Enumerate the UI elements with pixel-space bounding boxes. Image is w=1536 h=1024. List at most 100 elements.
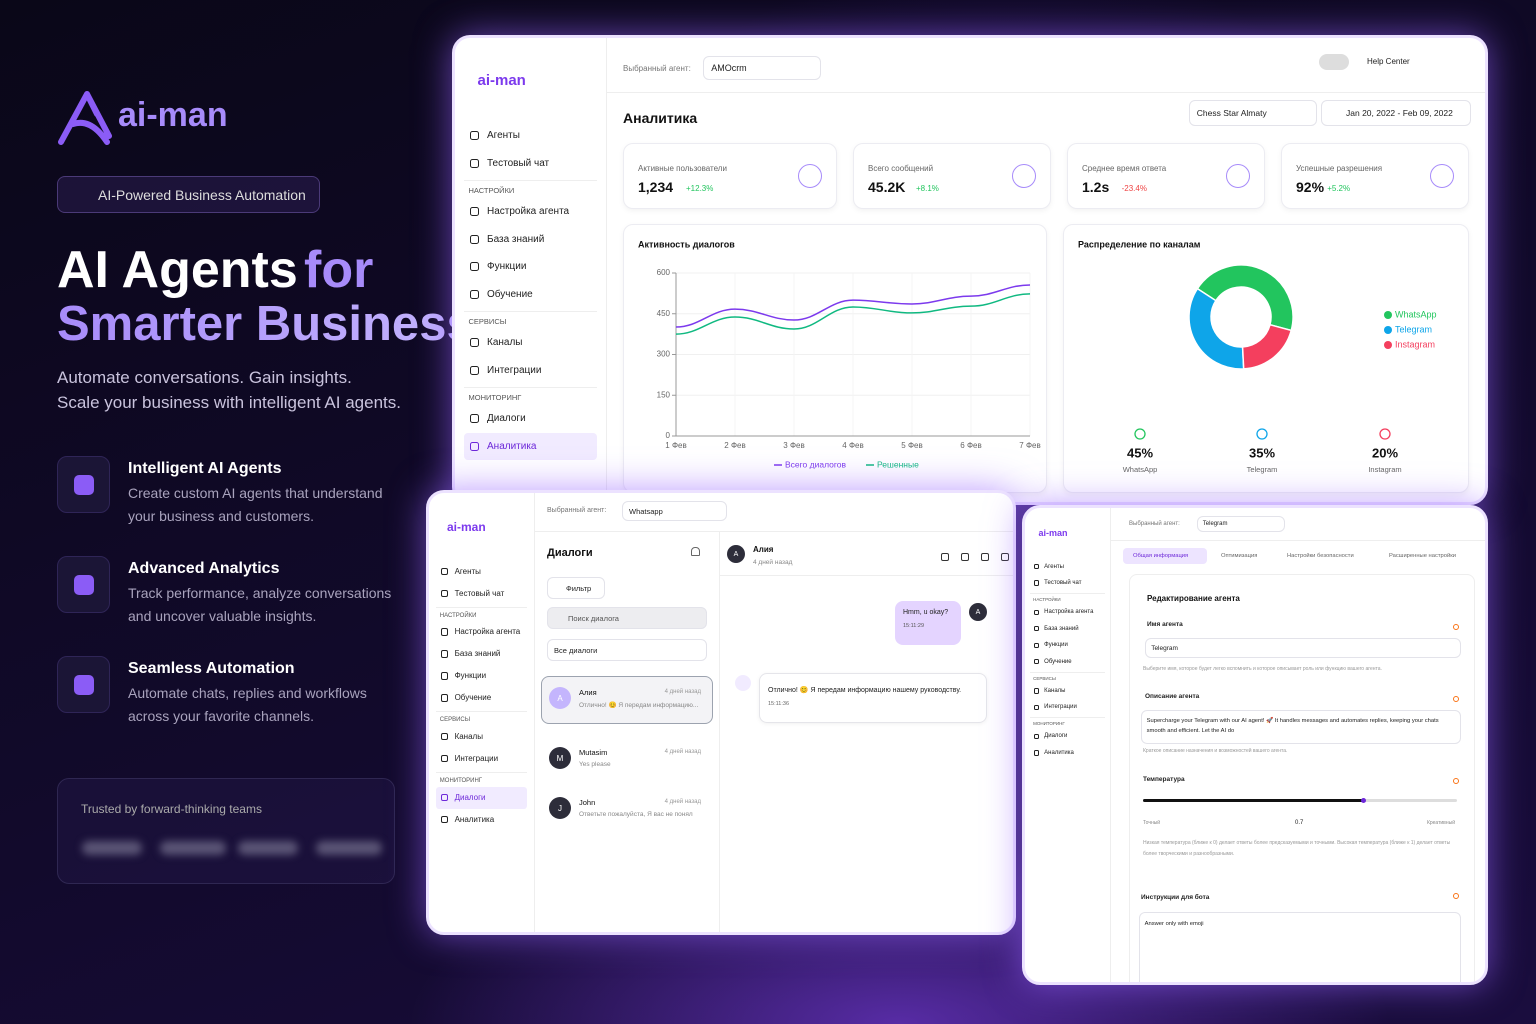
nav-item[interactable]: Функции (1030, 637, 1104, 654)
legend-label: Telegram (1395, 324, 1432, 334)
nav-item[interactable]: Аналитика (464, 432, 597, 460)
slider-thumb[interactable] (1360, 798, 1366, 803)
chart-title: Активность диалогов (638, 239, 735, 249)
tab[interactable]: Оптимизация (1221, 553, 1258, 559)
agent-select[interactable]: Telegram (1197, 516, 1285, 532)
pie-slice (1241, 323, 1293, 370)
field-hint: Краткое описание назначения и возможност… (1143, 748, 1288, 754)
nav-item[interactable]: Агенты (464, 122, 597, 150)
tab[interactable]: Общая информация (1123, 548, 1207, 564)
slider-fill (1143, 799, 1363, 802)
nav-item[interactable]: Тестовый чат (1030, 575, 1104, 592)
nav-item[interactable]: Диалоги (464, 405, 597, 433)
sidebar: ai-man Агенты Тестовый чат НАСТРОЙКИ Настрой… (429, 493, 535, 932)
filter-select[interactable]: Chess Star Almaty (1189, 100, 1317, 126)
x-tick-label: 1 Фев (665, 441, 686, 450)
nav-item[interactable]: Интеграции (436, 748, 527, 770)
channel-icon (1134, 428, 1146, 440)
instructions-input[interactable]: Answer only with emoji (1139, 912, 1461, 982)
nav-group-label: СЕРВИСЫ (1030, 671, 1105, 683)
feature-text: and uncover valuable insights. (128, 608, 317, 624)
nav-item[interactable]: Тестовый чат (436, 582, 527, 604)
nav-item[interactable]: Диалоги (436, 786, 527, 809)
date-range[interactable]: Jan 20, 2022 - Feb 09, 2022 (1321, 100, 1471, 126)
tab[interactable]: Расширенные настройки (1389, 553, 1456, 559)
agent-select[interactable]: AMOcrm (703, 56, 821, 80)
channel-name: Telegram (1247, 465, 1278, 474)
sidebar-logo: ai-man (477, 71, 526, 89)
nav-item[interactable]: Тестовый чат (464, 150, 597, 178)
nav-icon (440, 650, 449, 658)
nav-item[interactable]: Настройка агента (436, 621, 527, 643)
trusted-box: Trusted by forward-thinking teams (57, 778, 395, 884)
nav-label: Настройка агента (487, 206, 570, 218)
search-input[interactable]: Поиск диалога (547, 607, 707, 629)
y-tick-label: 150 (657, 390, 671, 399)
stat-change: +5.2% (1327, 184, 1351, 193)
nav-item[interactable]: Аналитика (1030, 745, 1104, 762)
name-input[interactable]: Telegram (1145, 638, 1461, 658)
feature-text: across your favorite channels. (128, 708, 314, 724)
conversation-time: 4 дней назад (664, 799, 701, 805)
nav-icon (470, 131, 479, 141)
nav-label: База знаний (454, 649, 501, 659)
nav-item[interactable]: Настройка агента (1030, 604, 1104, 621)
nav-item[interactable]: База знаний (436, 643, 527, 665)
nav-item[interactable]: Настройка агента (464, 198, 597, 226)
legend-label: Всего диалогов (785, 459, 847, 469)
chart-card: Активность диалогов 0 150 300 450 600 1 Фев 2 Ф… (623, 224, 1047, 493)
nav-label: Функции (454, 671, 487, 681)
theme-toggle[interactable] (1319, 54, 1349, 70)
chat-action[interactable] (941, 553, 949, 561)
nav-item[interactable]: Каналы (1030, 683, 1104, 700)
feature-icon (57, 456, 110, 513)
nav-item[interactable]: Функции (436, 665, 527, 687)
stat-change: +8.1% (916, 184, 939, 193)
nav-label: Агенты (1044, 563, 1064, 570)
dialogs-select[interactable]: Все диалоги (547, 639, 707, 661)
help-center[interactable]: Help Center (1367, 57, 1410, 66)
nav-icon (470, 414, 479, 424)
nav-item[interactable]: Агенты (1030, 558, 1104, 575)
bell-icon[interactable] (691, 547, 700, 556)
filter-button[interactable]: Фильтр (547, 577, 605, 599)
nav-item[interactable]: База знаний (1030, 620, 1104, 637)
header-divider (535, 531, 1013, 532)
nav-item[interactable]: Обучение (1030, 653, 1104, 670)
chat-action[interactable] (1001, 553, 1009, 561)
stat-value: 1,234 (638, 179, 674, 195)
nav-item[interactable]: Аналитика (436, 809, 527, 831)
nav-label: Каналы (487, 337, 523, 349)
message-bubble-bot: Отлично! 😊 Я передам информацию нашему р… (759, 673, 987, 723)
avatar: A (969, 603, 987, 621)
nav-item[interactable]: Интеграции (1030, 699, 1104, 716)
description-input[interactable]: Supercharge your Telegram with our AI ag… (1141, 710, 1461, 744)
nav-item[interactable]: Диалоги (1030, 728, 1104, 745)
feature-title: Advanced Analytics (128, 560, 280, 577)
nav-icon (440, 694, 449, 702)
nav-label: Аналитика (454, 815, 495, 825)
nav-item[interactable]: Обучение (464, 281, 597, 309)
nav-label: Диалоги (487, 413, 526, 425)
nav-label: База знаний (1044, 625, 1079, 632)
nav-item[interactable]: Каналы (436, 726, 527, 748)
nav-item[interactable]: Каналы (464, 329, 597, 357)
stat-change: +12.3% (686, 184, 714, 193)
nav-label: Тестовый чат (454, 588, 505, 598)
title-line-1: AI Agents (57, 241, 298, 299)
stat-label: Активные пользователи (638, 164, 727, 173)
nav-group-label: НАСТРОЙКИ (436, 606, 527, 621)
chat-action[interactable] (961, 553, 969, 561)
nav-item[interactable]: Функции (464, 253, 597, 281)
nav-item[interactable]: Обучение (436, 687, 527, 709)
title-line-1-accent: for (304, 241, 374, 299)
nav-item[interactable]: Интеграции (464, 357, 597, 385)
tab[interactable]: Настройки безопасности (1287, 553, 1354, 559)
nav-icon (1033, 733, 1040, 740)
nav-item[interactable]: База знаний (464, 226, 597, 254)
conversation-time: 4 дней назад (664, 689, 701, 695)
agent-select[interactable]: Whatsapp (622, 501, 727, 521)
nav-item[interactable]: Агенты (436, 560, 527, 582)
legend-label: Instagram (1395, 339, 1435, 349)
chat-action[interactable] (981, 553, 989, 561)
